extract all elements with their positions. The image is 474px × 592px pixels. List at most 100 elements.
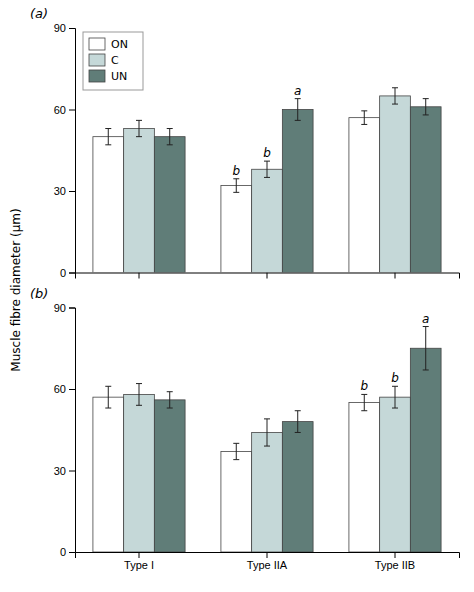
- error-bar: [167, 129, 173, 145]
- error-bar-line: [136, 120, 142, 121]
- x-tick: [395, 273, 396, 279]
- error-bar-line: [108, 386, 109, 408]
- error-bar: [167, 392, 173, 408]
- bar: [349, 403, 380, 552]
- error-bar: [423, 327, 429, 370]
- x-tick: [139, 273, 140, 279]
- error-bar: [361, 111, 367, 125]
- error-bar-line: [297, 411, 298, 433]
- panel-title: (b): [30, 286, 48, 301]
- error-bar-line: [233, 459, 239, 460]
- bar: [252, 432, 283, 552]
- bar: [154, 400, 185, 552]
- y-tick-mark: [69, 552, 75, 553]
- x-tick-mark: [139, 273, 140, 279]
- error-bar-line: [392, 386, 398, 387]
- error-bar-line: [297, 99, 298, 121]
- legend-item: UN: [89, 70, 127, 83]
- legend-swatch: [89, 38, 105, 50]
- y-tick: 0: [60, 267, 75, 279]
- error-bar: [295, 99, 301, 121]
- error-bar: [392, 386, 398, 408]
- error-bar-line: [361, 394, 367, 395]
- bar: [282, 110, 313, 273]
- error-bar-line: [295, 120, 301, 121]
- error-bar-line: [139, 384, 140, 406]
- x-tick: Type I: [124, 552, 154, 571]
- bar: [410, 107, 441, 273]
- y-tick-mark: [69, 308, 75, 309]
- y-tick-label: 90: [54, 22, 66, 34]
- error-bar: [264, 161, 270, 177]
- y-tick-mark: [69, 110, 75, 111]
- y-tick: 0: [60, 546, 75, 558]
- error-bar-line: [136, 405, 142, 406]
- error-bar-line: [267, 419, 268, 446]
- figure: 0306090bbaONCUN(a)0306090Type IType IIAT…: [0, 0, 474, 592]
- y-axis-line: [69, 308, 76, 553]
- error-bar-line: [295, 432, 301, 433]
- bar: [380, 96, 411, 273]
- y-axis: 0306090: [54, 22, 76, 279]
- bar: [93, 397, 124, 552]
- y-tick: 90: [54, 302, 75, 314]
- error-bar-line: [267, 161, 268, 177]
- error-bar-line: [167, 408, 173, 409]
- bar: [221, 451, 252, 552]
- x-tick-mark: [395, 552, 396, 558]
- y-tick: 60: [54, 104, 75, 116]
- x-axis-line: [76, 553, 460, 559]
- error-bar-line: [236, 443, 237, 459]
- annotation: a: [294, 84, 301, 98]
- error-bar-line: [105, 408, 111, 409]
- legend-swatch: [89, 70, 105, 82]
- panel: 0306090bbaONCUN: [54, 22, 460, 279]
- error-bar-line: [233, 443, 239, 444]
- y-tick-mark: [69, 389, 75, 390]
- panel: 0306090Type IType IIAType IIBbba: [54, 302, 460, 571]
- legend-item: C: [89, 54, 119, 67]
- error-bar-line: [392, 87, 398, 88]
- y-tick-label: 60: [54, 104, 66, 116]
- annotation: b: [232, 164, 240, 178]
- panel-title: (a): [30, 6, 48, 21]
- annotation: b: [391, 371, 399, 385]
- error-bar: [361, 394, 367, 410]
- error-bar-line: [361, 110, 367, 111]
- x-axis-line: [76, 273, 460, 279]
- error-bar-line: [264, 177, 270, 178]
- error-bar: [264, 419, 270, 446]
- error-bar-line: [392, 104, 398, 105]
- error-bar: [423, 99, 429, 115]
- annotation: a: [422, 312, 429, 326]
- error-bar-line: [295, 410, 301, 411]
- x-tick-mark: [267, 273, 268, 279]
- bar: [349, 118, 380, 273]
- bar: [380, 397, 411, 552]
- x-tick: Type IIA: [247, 552, 288, 571]
- bar: [124, 129, 155, 273]
- y-tick-mark: [69, 28, 75, 29]
- bar: [252, 169, 283, 272]
- error-bar-line: [364, 394, 365, 410]
- error-bar-line: [236, 179, 237, 193]
- x-tick-mark: [395, 273, 396, 279]
- error-bar-line: [167, 128, 173, 129]
- error-bar-line: [264, 446, 270, 447]
- error-bar-line: [136, 136, 142, 137]
- x-axis: [76, 273, 460, 279]
- y-tick: 30: [54, 465, 75, 477]
- y-tick: 60: [54, 383, 75, 395]
- x-axis: Type IType IIAType IIB: [76, 552, 460, 571]
- bar: [93, 137, 124, 273]
- legend-item: ON: [89, 38, 128, 51]
- error-bar-line: [139, 120, 140, 136]
- y-axis-line: [69, 29, 76, 274]
- bars: [93, 88, 441, 273]
- legend-swatch: [89, 54, 105, 66]
- error-bar-line: [423, 98, 429, 99]
- legend-label: C: [111, 54, 119, 67]
- y-tick-mark: [69, 191, 75, 192]
- error-bar-line: [233, 178, 239, 179]
- error-bar-line: [169, 129, 170, 145]
